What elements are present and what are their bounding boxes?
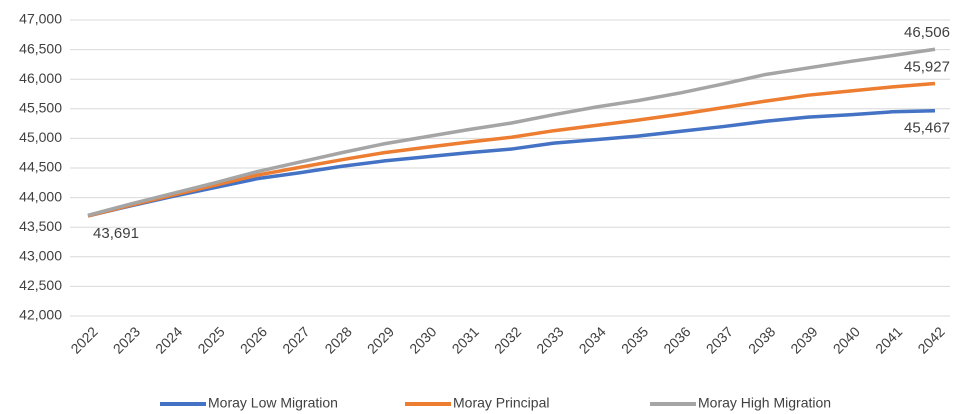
data-label: 45,467	[904, 120, 950, 137]
x-tick-label: 2035	[618, 323, 651, 356]
x-tick-label: 2041	[872, 323, 905, 356]
y-tick-label: 45,000	[19, 129, 62, 145]
x-tick-label: 2028	[321, 323, 354, 356]
x-tick-label: 2037	[703, 323, 736, 356]
y-tick-label: 46,000	[19, 70, 62, 86]
x-tick-label: 2042	[914, 323, 947, 356]
y-tick-label: 45,500	[19, 100, 62, 116]
x-tick-label: 2024	[152, 323, 185, 356]
x-tick-label: 2022	[67, 323, 100, 356]
x-tick-label: 2025	[194, 323, 227, 356]
data-label: 43,691	[93, 225, 139, 242]
series-line	[87, 81, 936, 218]
x-tick-label: 2027	[279, 323, 312, 356]
x-tick-label: 2023	[110, 323, 143, 356]
y-tick-label: 42,500	[19, 277, 62, 293]
x-tick-label: 2026	[237, 323, 270, 356]
data-label: 46,506	[904, 24, 950, 41]
legend-label: Moray Low Migration	[208, 395, 338, 411]
y-tick-label: 47,000	[19, 11, 62, 27]
x-tick-label: 2031	[449, 323, 482, 356]
series-line	[87, 109, 936, 218]
x-tick-label: 2036	[660, 323, 693, 356]
y-tick-label: 46,500	[19, 40, 62, 56]
x-tick-label: 2033	[533, 323, 566, 356]
x-tick-label: 2039	[787, 323, 820, 356]
y-tick-label: 44,500	[19, 159, 62, 175]
series-line	[87, 47, 936, 218]
x-tick-label: 2040	[830, 323, 863, 356]
x-tick-label: 2029	[364, 323, 397, 356]
x-tick-label: 2034	[576, 323, 609, 356]
x-tick-label: 2032	[491, 323, 524, 356]
y-tick-label: 43,000	[19, 248, 62, 264]
legend-label: Moray Principal	[453, 395, 549, 411]
y-tick-label: 42,000	[19, 307, 62, 323]
data-label: 45,927	[904, 58, 950, 75]
x-tick-label: 2030	[406, 323, 439, 356]
y-tick-label: 44,000	[19, 188, 62, 204]
x-tick-label: 2038	[745, 323, 778, 356]
y-tick-label: 43,500	[19, 218, 62, 234]
legend-label: Moray High Migration	[698, 395, 831, 411]
